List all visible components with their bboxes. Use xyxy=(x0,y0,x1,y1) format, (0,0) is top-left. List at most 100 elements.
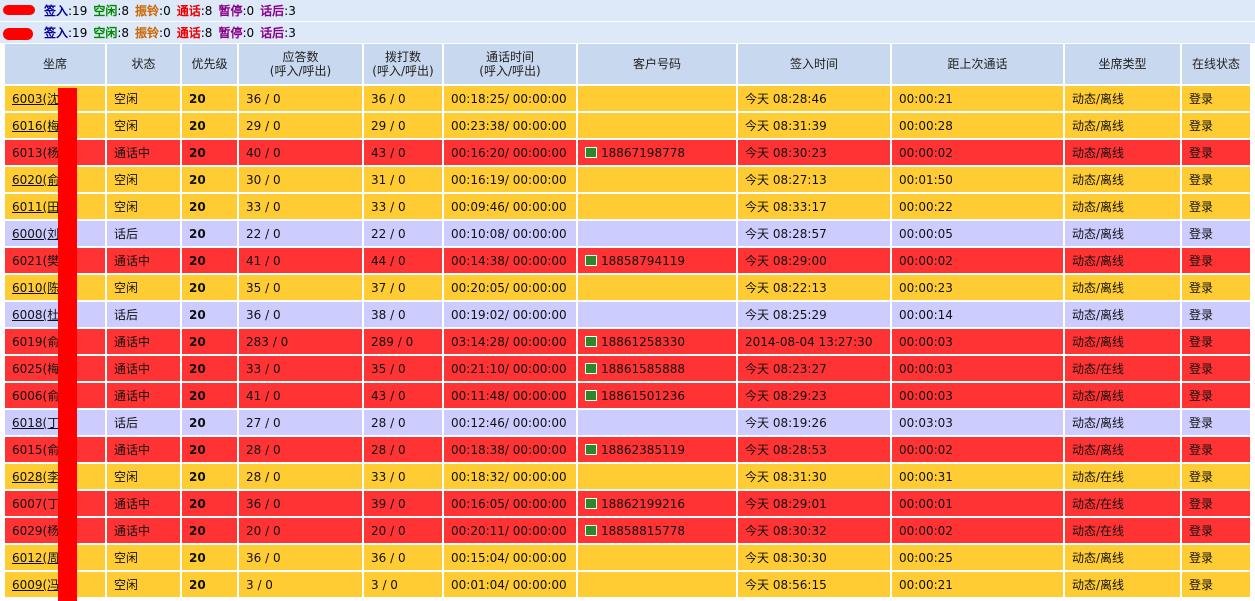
cell: 空闲 xyxy=(107,86,180,111)
cell-text: 28 / 0 xyxy=(371,442,406,457)
cell xyxy=(578,167,736,192)
cell-text: 00:00:02 xyxy=(899,253,953,268)
cell-text: 空闲 xyxy=(114,92,139,106)
cell-text: 33 / 0 xyxy=(246,361,281,376)
cell-text: 今天 08:56:15 xyxy=(745,578,827,592)
agent-row: 6020(俞 空闲 20 30 / 0 31 / 0 00:16:19/ 00:00:00… xyxy=(5,167,1250,192)
cell-text: 通话中 xyxy=(114,335,151,349)
login-action[interactable]: 登录 xyxy=(1189,335,1214,349)
cell-text: 动态/离线 xyxy=(1072,308,1125,322)
agent-row: 6019(俞 通话中 20 283 / 0 289 / 0 03:14:28/ 00:00… xyxy=(5,329,1250,354)
cell: 今天 08:56:15 xyxy=(738,572,890,597)
login-action[interactable]: 登录 xyxy=(1189,389,1214,403)
header-line: 通话时间 xyxy=(485,50,534,64)
login-action[interactable]: 登录 xyxy=(1189,308,1214,322)
cell: 通话中 xyxy=(107,491,180,516)
agent-link[interactable]: 6012(周 xyxy=(12,551,60,565)
agent-link[interactable]: 6028(李 xyxy=(12,470,60,484)
cell-text: 20 xyxy=(189,577,206,592)
agent-link[interactable]: 6000(刘 xyxy=(12,227,60,241)
cell xyxy=(578,113,736,138)
cell: 00:15:04/ 00:00:00 xyxy=(444,545,576,570)
cell-text: 41 / 0 xyxy=(246,253,281,268)
cell-text: 44 / 0 xyxy=(371,253,406,268)
cell: 20 xyxy=(182,221,237,246)
cell-text: 39 / 0 xyxy=(371,496,406,511)
cell: 00:00:21 xyxy=(892,86,1063,111)
cell-text: 话后 xyxy=(114,308,139,322)
login-action[interactable]: 登录 xyxy=(1189,146,1214,160)
agent-row: 6010(陈 空闲 20 35 / 0 37 / 0 00:20:05/ 00:00:00… xyxy=(5,275,1250,300)
cell: 20 xyxy=(182,140,237,165)
agent-link[interactable]: 6010(陈 xyxy=(12,281,60,295)
cell: 登录 xyxy=(1182,410,1250,435)
cell: 18862199216 xyxy=(578,491,736,516)
cell: 28 / 0 xyxy=(364,410,442,435)
login-action[interactable]: 登录 xyxy=(1189,578,1214,592)
cell-text: 27 / 0 xyxy=(246,415,281,430)
login-action[interactable]: 登录 xyxy=(1189,173,1214,187)
login-action[interactable]: 登录 xyxy=(1189,470,1214,484)
header-line: 应答数 xyxy=(282,50,319,64)
agent-row: 6029(杨 通话中 20 20 / 0 20 / 0 00:20:11/ 00:00:0… xyxy=(5,518,1250,543)
cell: 00:00:14 xyxy=(892,302,1063,327)
cell: 6013(杨 xyxy=(5,140,105,165)
agent-link[interactable]: 6008(杜 xyxy=(12,308,60,322)
status-count: :0 xyxy=(159,26,171,40)
login-action[interactable]: 登录 xyxy=(1189,524,1214,538)
agent-link[interactable]: 6011(田 xyxy=(12,200,60,214)
status-label: 签入 xyxy=(44,26,69,40)
cell-text: 00:20:05/ 00:00:00 xyxy=(451,280,567,295)
cell: 登录 xyxy=(1182,518,1250,543)
agent-link: 6006(俞 xyxy=(12,389,60,403)
login-action[interactable]: 登录 xyxy=(1189,281,1214,295)
phone-icon xyxy=(585,497,597,509)
login-action[interactable]: 登录 xyxy=(1189,551,1214,565)
agent-link[interactable]: 6020(俞 xyxy=(12,173,60,187)
cell: 动态/离线 xyxy=(1065,167,1180,192)
cell: 28 / 0 xyxy=(239,464,362,489)
cell-text: 41 / 0 xyxy=(246,388,281,403)
cell: 6020(俞 xyxy=(5,167,105,192)
login-action[interactable]: 登录 xyxy=(1189,92,1214,106)
cell-text: 空闲 xyxy=(114,119,139,133)
agent-link[interactable]: 6009(冯 xyxy=(12,578,60,592)
login-action[interactable]: 登录 xyxy=(1189,497,1214,511)
cell-text: 20 xyxy=(189,118,206,133)
cell: 6016(梅 xyxy=(5,113,105,138)
cell-text: 动态/离线 xyxy=(1072,173,1125,187)
agent-link[interactable]: 6003(沈 xyxy=(12,92,60,106)
login-action[interactable]: 登录 xyxy=(1189,227,1214,241)
cell: 动态/离线 xyxy=(1065,275,1180,300)
login-action[interactable]: 登录 xyxy=(1189,119,1214,133)
cell-text: 20 xyxy=(189,226,206,241)
cell: 33 / 0 xyxy=(364,464,442,489)
login-action[interactable]: 登录 xyxy=(1189,200,1214,214)
cell-text: 28 / 0 xyxy=(246,442,281,457)
agent-link[interactable]: 6018(丁 xyxy=(12,416,60,430)
login-action[interactable]: 登录 xyxy=(1189,416,1214,430)
cell-text: 20 xyxy=(189,307,206,322)
cell-text: 20 xyxy=(189,172,206,187)
cell: 登录 xyxy=(1182,248,1250,273)
cell-text: 通话中 xyxy=(114,254,151,268)
login-action[interactable]: 登录 xyxy=(1189,443,1214,457)
login-action[interactable]: 登录 xyxy=(1189,254,1214,268)
cell-text: 43 / 0 xyxy=(371,145,406,160)
column-header: 拨打数 (呼入/呼出) xyxy=(364,44,442,84)
cell: 33 / 0 xyxy=(239,194,362,219)
status-count: :8 xyxy=(117,4,130,18)
cell: 动态/离线 xyxy=(1065,572,1180,597)
status-label: 暂停 xyxy=(218,26,243,40)
phone-number: 18858794119 xyxy=(601,253,685,268)
login-action[interactable]: 登录 xyxy=(1189,362,1214,376)
agent-row: 6006(俞 通话中 20 41 / 0 43 / 0 00:11:48/ 00:00:0… xyxy=(5,383,1250,408)
cell: 00:00:23 xyxy=(892,275,1063,300)
agent-link[interactable]: 6016(梅 xyxy=(12,119,60,133)
cell: 登录 xyxy=(1182,572,1250,597)
phone-number: 18862385119 xyxy=(601,442,685,457)
cell-text: 今天 08:31:30 xyxy=(745,470,827,484)
cell: 6019(俞 xyxy=(5,329,105,354)
cell-text: 20 xyxy=(189,199,206,214)
